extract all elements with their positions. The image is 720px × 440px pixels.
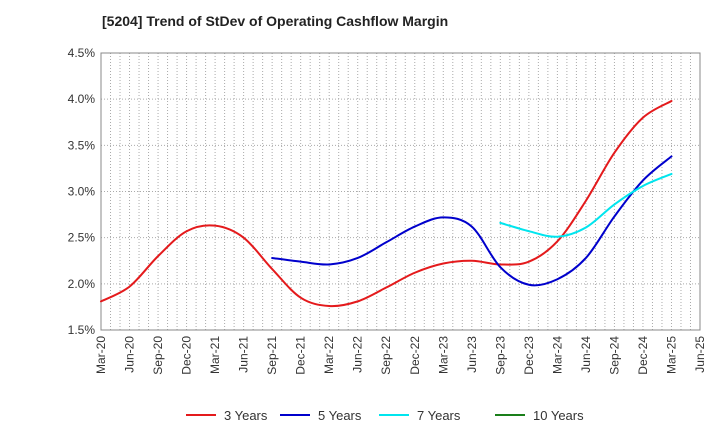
axis-layer: 1.5% 2.0% 2.5% 3.0% 3.5% 4.0% 4.5% Mar-20 Jun-20… <box>68 46 707 375</box>
plot-area <box>101 53 700 330</box>
x-tick-label: Mar-24 <box>550 336 564 374</box>
y-tick-label: 3.0% <box>68 185 96 199</box>
x-tick-label: Jun-20 <box>123 336 137 373</box>
x-tick-label: Dec-24 <box>636 336 650 375</box>
series-line-7-years <box>499 172 673 238</box>
legend-label-10-years: 10 Years <box>533 408 584 423</box>
series-line-5-years <box>271 155 673 287</box>
plot-border <box>100 52 701 331</box>
x-tick-label: Jun-25 <box>693 336 707 373</box>
y-tick-label: 1.5% <box>68 323 96 337</box>
y-tick-label: 4.0% <box>68 92 96 106</box>
legend-label-3-years: 3 Years <box>224 408 268 423</box>
x-tick-label: Mar-25 <box>664 336 678 374</box>
x-tick-label: Mar-22 <box>322 336 336 374</box>
y-tick-label: 4.5% <box>68 46 96 60</box>
x-tick-label: Jun-24 <box>579 336 593 373</box>
y-tick-label: 2.0% <box>68 277 96 291</box>
legend: 3 Years 5 Years 7 Years 10 Years <box>186 408 584 423</box>
x-tick-label: Dec-21 <box>294 336 308 375</box>
x-tick-label: Dec-20 <box>180 336 194 375</box>
x-tick-label: Mar-21 <box>208 336 222 374</box>
series-layer <box>100 100 673 308</box>
y-tick-label: 3.5% <box>68 138 96 152</box>
legend-label-5-years: 5 Years <box>318 408 362 423</box>
x-tick-label: Sep-21 <box>265 336 279 375</box>
series-line-3-years <box>100 100 673 308</box>
legend-label-7-years: 7 Years <box>417 408 461 423</box>
grid-layer <box>100 52 701 331</box>
x-tick-label: Sep-24 <box>607 336 621 375</box>
y-tick-label: 2.5% <box>68 231 96 245</box>
x-tick-label: Mar-20 <box>94 336 108 374</box>
chart-title: [5204] Trend of StDev of Operating Cashf… <box>102 13 449 29</box>
x-tick-label: Sep-23 <box>493 336 507 375</box>
x-tick-label: Mar-23 <box>436 336 450 374</box>
x-tick-label: Sep-22 <box>379 336 393 375</box>
x-tick-label: Jun-23 <box>465 336 479 373</box>
x-tick-label: Dec-23 <box>522 336 536 375</box>
x-tick-label: Sep-20 <box>151 336 165 375</box>
x-tick-label: Jun-22 <box>351 336 365 373</box>
x-tick-label: Dec-22 <box>408 336 422 375</box>
x-tick-label: Jun-21 <box>237 336 251 373</box>
